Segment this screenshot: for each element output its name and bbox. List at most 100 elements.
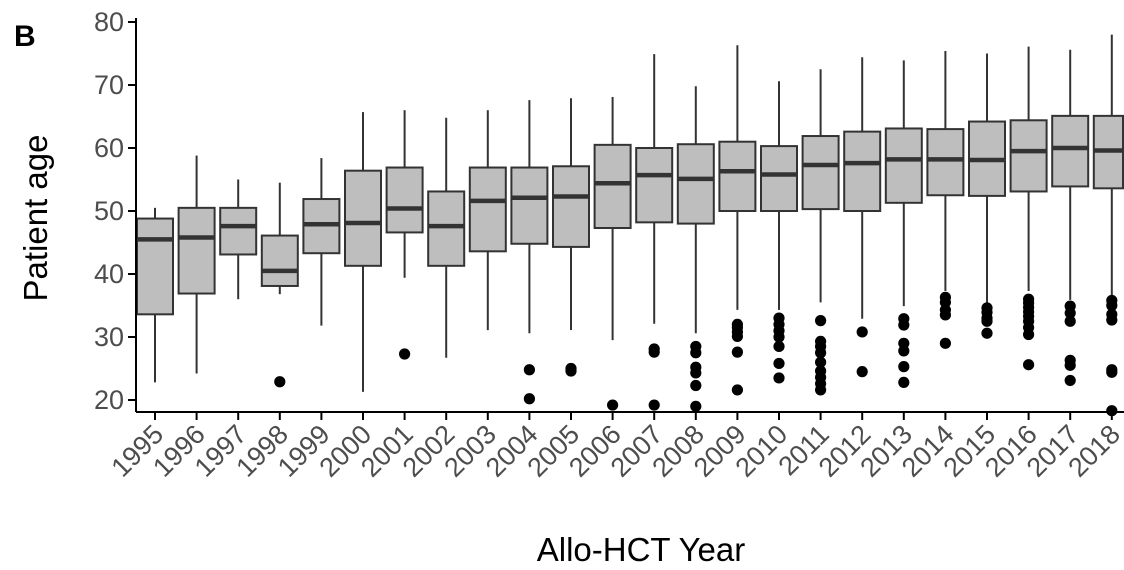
iqr-box — [344, 169, 382, 267]
box-2009 — [718, 45, 757, 396]
y-tick-label: 30 — [94, 322, 124, 352]
outlier-point — [399, 348, 411, 360]
panel-label: B — [14, 20, 36, 53]
iqr-box — [843, 130, 882, 212]
outlier-point — [856, 326, 868, 338]
outlier-point — [648, 346, 660, 358]
y-tick-label: 60 — [94, 133, 124, 163]
outlier-point — [565, 365, 577, 377]
iqr-box — [427, 190, 466, 267]
iqr-box — [760, 145, 798, 212]
outlier-point — [690, 379, 702, 392]
box-2004 — [510, 100, 549, 405]
outlier-point — [856, 366, 868, 378]
box-1995 — [136, 207, 174, 383]
y-tick-label: 80 — [94, 7, 124, 37]
outlier-point — [815, 384, 827, 396]
outlier-point — [648, 399, 660, 411]
outlier-point — [690, 347, 702, 359]
outlier-point — [815, 315, 827, 327]
outlier-point — [690, 400, 702, 412]
iqr-box — [177, 206, 216, 295]
outlier-point — [274, 376, 286, 388]
box-2007 — [635, 54, 674, 411]
iqr-box — [136, 217, 174, 316]
box-1998 — [260, 182, 299, 388]
box-2008 — [676, 86, 715, 412]
x-axis-title: Allo-HCT Year — [537, 531, 746, 568]
box-2015 — [968, 53, 1006, 339]
y-tick-label: 50 — [94, 196, 124, 226]
outlier-point — [815, 356, 827, 368]
outlier-point — [1064, 315, 1076, 327]
outlier-point — [981, 327, 993, 339]
iqr-box — [884, 127, 923, 204]
outlier-point — [1064, 374, 1076, 387]
outlier-point — [731, 330, 744, 342]
outlier-point — [523, 393, 536, 405]
outlier-point — [1106, 299, 1118, 312]
box-2002 — [427, 117, 466, 358]
box-2017 — [1051, 49, 1090, 387]
iqr-box — [926, 128, 965, 197]
iqr-box — [260, 234, 299, 287]
box-2001 — [385, 110, 424, 360]
box-2016 — [1009, 46, 1048, 371]
iqr-box — [676, 143, 715, 225]
outlier-point — [731, 384, 744, 396]
box-1999 — [302, 158, 341, 326]
outlier-point — [898, 376, 910, 388]
iqr-box — [552, 165, 590, 248]
y-tick-label: 70 — [94, 70, 124, 100]
outlier-point — [1023, 359, 1035, 371]
box-2000 — [344, 112, 382, 392]
outlier-point — [773, 331, 785, 343]
iqr-box — [801, 135, 840, 211]
y-tick-label: 40 — [94, 259, 124, 289]
box-2014 — [926, 50, 965, 349]
box-2003 — [468, 110, 507, 331]
outlier-point — [523, 364, 536, 376]
iqr-box — [718, 140, 757, 212]
outlier-point — [1106, 405, 1118, 417]
x-axis: 1995199619971998199920002001200220032004… — [106, 411, 1124, 483]
iqr-box — [468, 166, 507, 253]
y-tick-label: 20 — [94, 385, 124, 415]
outlier-point — [939, 337, 952, 349]
iqr-box — [1009, 119, 1048, 193]
outlier-point — [1023, 328, 1035, 341]
y-axis: 20 30 40 50 60 70 80 — [94, 7, 137, 415]
outlier-point — [1106, 314, 1118, 326]
outlier-point — [607, 399, 619, 411]
outlier-point — [1064, 307, 1076, 319]
box-1996 — [177, 155, 216, 374]
outlier-point — [898, 319, 910, 331]
outlier-point — [981, 315, 993, 327]
iqr-box — [510, 166, 549, 245]
plot-area — [136, 34, 1124, 417]
outlier-point — [773, 357, 785, 370]
outlier-point — [773, 372, 785, 384]
y-axis-title: Patient age — [17, 135, 54, 302]
box-2006 — [593, 96, 632, 411]
box-2005 — [552, 98, 590, 377]
box-2018 — [1092, 34, 1124, 417]
box-1997 — [219, 179, 258, 300]
outlier-point — [898, 345, 910, 357]
outlier-point — [690, 367, 702, 379]
iqr-box — [593, 143, 632, 230]
iqr-box — [385, 166, 424, 234]
outlier-point — [815, 347, 827, 359]
box-2010 — [760, 81, 798, 384]
outlier-point — [773, 340, 785, 353]
outlier-point — [1106, 366, 1118, 378]
box-2013 — [884, 60, 923, 388]
outlier-point — [898, 361, 910, 373]
iqr-box — [635, 147, 674, 224]
iqr-box — [1051, 114, 1090, 188]
iqr-box — [219, 206, 258, 256]
outlier-point — [939, 309, 952, 321]
box-2012 — [843, 57, 882, 378]
outlier-point — [1064, 359, 1076, 371]
